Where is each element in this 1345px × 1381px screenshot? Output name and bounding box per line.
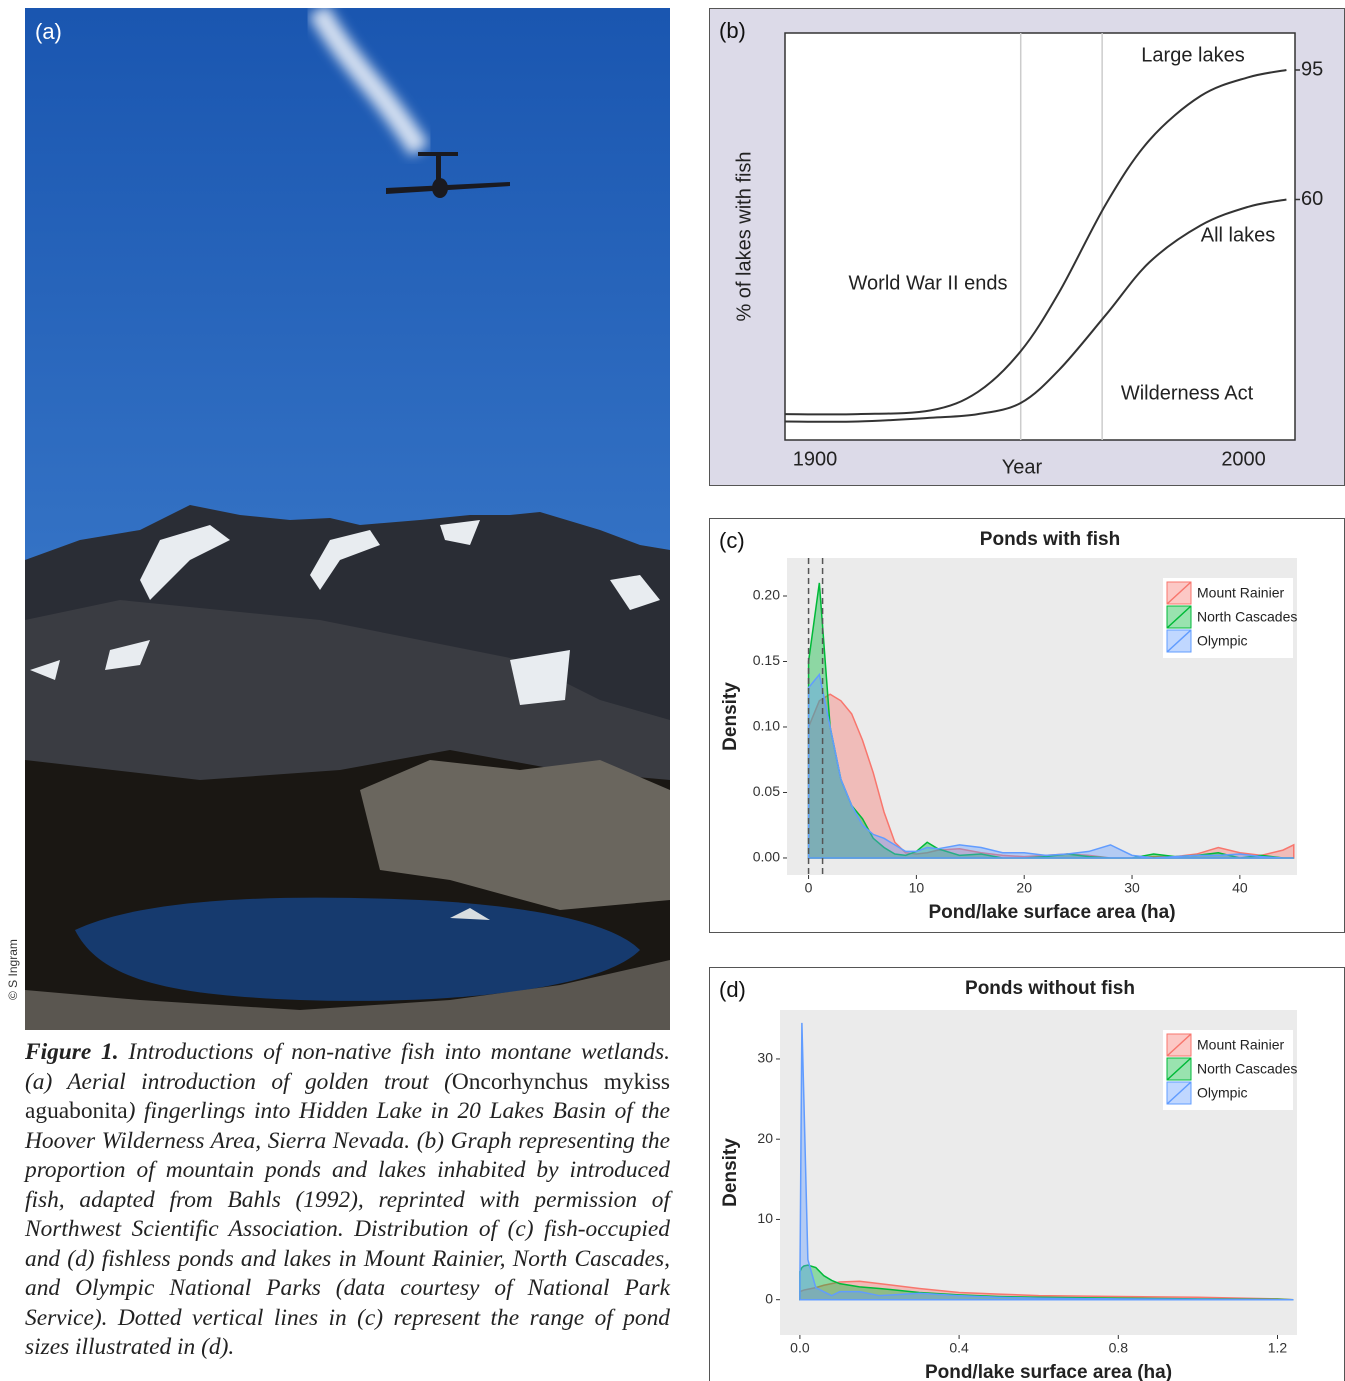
legend-label: Mount Rainier <box>1197 1037 1284 1053</box>
x-tick-label: 30 <box>1124 880 1140 896</box>
caption-text: Oncorhynchus mykiss aguabonita <box>25 1068 670 1125</box>
legend-swatch-line <box>1166 605 1192 629</box>
x-tick-label: 2000 <box>1221 448 1266 470</box>
y-tick-label: 0.20 <box>753 587 780 603</box>
panel-label: (b) <box>719 18 746 43</box>
chart-panel: (b) World War II ends Wilderness Act 1900 20… <box>709 8 1345 486</box>
legend-label: Mount Rainier <box>1197 585 1284 601</box>
legend-label: North Cascades <box>1197 609 1297 625</box>
x-tick-label: 1900 <box>793 448 838 470</box>
photo-credit: © S Ingram <box>6 939 20 1000</box>
density-area <box>799 1280 1294 1301</box>
series-label: Large lakes <box>1141 44 1244 66</box>
y-axis-label: Density <box>720 682 741 751</box>
y-tick-label: 0 <box>765 1290 773 1306</box>
legend-swatch-line <box>1166 1033 1192 1057</box>
line <box>784 198 1287 423</box>
chart-title: Ponds with fish <box>980 529 1120 550</box>
legend-swatch-line <box>1166 629 1192 653</box>
annotation: World War II ends <box>849 272 1008 294</box>
density-area <box>799 1022 1294 1301</box>
legend-label: Olympic <box>1197 1085 1248 1101</box>
line <box>784 69 1287 416</box>
chart-title: Ponds without fish <box>965 978 1135 999</box>
legend-box <box>1163 1030 1293 1110</box>
legend-label: North Cascades <box>1197 1061 1297 1077</box>
y-tick-label: 30 <box>757 1050 773 1066</box>
legend-swatch-line <box>1166 581 1192 605</box>
x-tick-label: 0 <box>805 880 813 896</box>
density-area <box>807 693 1295 859</box>
legend-label: Olympic <box>1197 633 1248 649</box>
x-tick-label: 10 <box>909 880 925 896</box>
caption-text: ) fingerlings into Hidden Lake in 20 Lak… <box>25 1098 670 1360</box>
density-area <box>807 672 1294 859</box>
y-tick-label: 0.05 <box>753 783 780 799</box>
caption-text: Introductions of non-native fish into mo… <box>25 1039 670 1095</box>
panel-label: (a) <box>35 19 62 44</box>
panel-label: (c) <box>719 528 745 553</box>
x-tick-label: 0.8 <box>1109 1340 1129 1356</box>
y-tick-label: 0.10 <box>753 718 780 734</box>
plot-area <box>784 32 1296 441</box>
series-label: All lakes <box>1201 224 1275 246</box>
y-axis-label: Density <box>720 1138 741 1207</box>
legend-swatch-line <box>1166 1081 1192 1105</box>
x-tick-label: 40 <box>1232 880 1248 896</box>
y-axis-label: % of lakes with fish <box>733 151 755 321</box>
legend-swatch-line <box>1166 1057 1192 1081</box>
y-tick-label: 10 <box>757 1210 773 1226</box>
y-tick-label: 20 <box>757 1130 773 1146</box>
panel-label: (d) <box>719 977 746 1002</box>
annotation: Wilderness Act <box>1121 382 1254 404</box>
x-axis-label: Pond/lake surface area (ha) <box>925 1362 1172 1381</box>
caption-label: Figure 1. <box>25 1039 119 1065</box>
x-tick-label: 1.2 <box>1268 1340 1288 1356</box>
x-tick-label: 20 <box>1016 880 1032 896</box>
data-label: 60 <box>1301 188 1323 210</box>
x-tick-label: 0.4 <box>949 1340 969 1356</box>
y-tick-label: 0.00 <box>753 849 780 865</box>
x-axis-label: Pond/lake surface area (ha) <box>928 902 1175 923</box>
data-label: 95 <box>1301 58 1323 80</box>
figure-caption: Figure 1. Introductions of non-native fi… <box>25 1038 670 1363</box>
x-axis-label: Year <box>1002 456 1043 478</box>
legend-box <box>1163 578 1293 658</box>
chart-panel: (c) Ponds with fish 0.00 0.05 0.10 0.15 0.20 0 1… <box>709 518 1345 933</box>
y-tick-label: 0.15 <box>753 652 780 668</box>
photo: (a) <box>25 8 670 1030</box>
chart-panel: (d) Ponds without fish 0 10 20 30 0.0 0.4 0.8 1.2… <box>709 967 1345 1381</box>
x-tick-label: 0.0 <box>790 1340 810 1356</box>
